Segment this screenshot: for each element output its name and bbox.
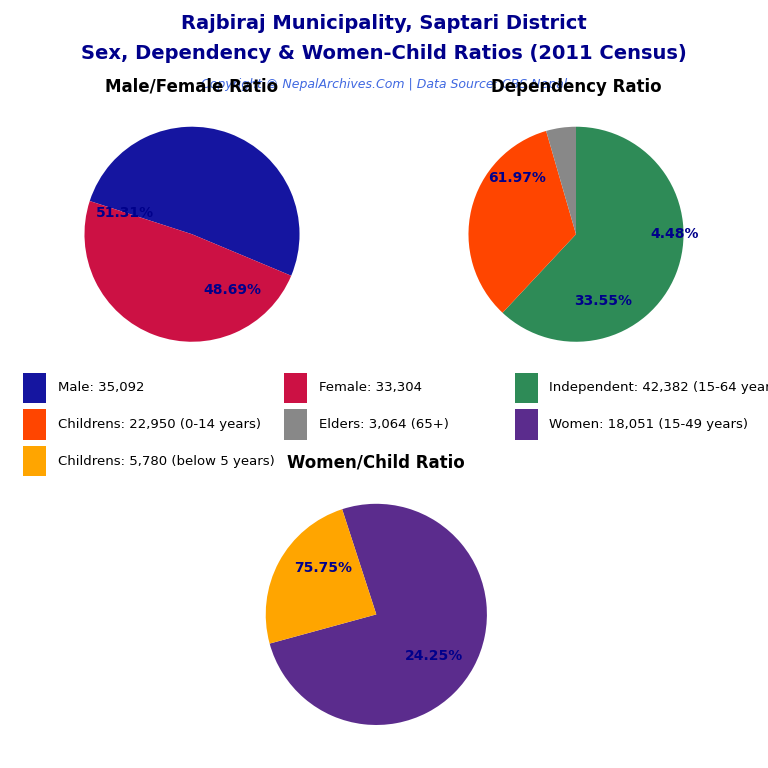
Title: Women/Child Ratio: Women/Child Ratio	[287, 454, 465, 472]
Text: Independent: 42,382 (15-64 years): Independent: 42,382 (15-64 years)	[549, 382, 768, 395]
Text: Male: 35,092: Male: 35,092	[58, 382, 144, 395]
Text: Elders: 3,064 (65+): Elders: 3,064 (65+)	[319, 418, 449, 431]
Wedge shape	[546, 127, 576, 234]
Text: Childrens: 22,950 (0-14 years): Childrens: 22,950 (0-14 years)	[58, 418, 260, 431]
FancyBboxPatch shape	[23, 446, 46, 476]
Wedge shape	[266, 509, 376, 644]
Text: 4.48%: 4.48%	[650, 227, 699, 241]
Title: Male/Female Ratio: Male/Female Ratio	[105, 78, 279, 95]
Text: Women: 18,051 (15-49 years): Women: 18,051 (15-49 years)	[549, 418, 748, 431]
Text: Rajbiraj Municipality, Saptari District: Rajbiraj Municipality, Saptari District	[181, 14, 587, 33]
Text: Copyright © NepalArchives.Com | Data Source: CBS Nepal: Copyright © NepalArchives.Com | Data Sou…	[201, 78, 567, 91]
Title: Dependency Ratio: Dependency Ratio	[491, 78, 661, 95]
Wedge shape	[502, 127, 684, 342]
Text: 33.55%: 33.55%	[574, 294, 632, 308]
Wedge shape	[468, 131, 576, 313]
Text: 75.75%: 75.75%	[294, 561, 353, 575]
FancyBboxPatch shape	[515, 409, 538, 439]
Text: Sex, Dependency & Women-Child Ratios (2011 Census): Sex, Dependency & Women-Child Ratios (20…	[81, 45, 687, 63]
FancyBboxPatch shape	[515, 373, 538, 403]
FancyBboxPatch shape	[23, 373, 46, 403]
Text: 48.69%: 48.69%	[204, 283, 262, 297]
Text: Female: 33,304: Female: 33,304	[319, 382, 422, 395]
Wedge shape	[90, 127, 300, 276]
FancyBboxPatch shape	[284, 409, 307, 439]
Wedge shape	[270, 504, 487, 725]
FancyBboxPatch shape	[284, 373, 307, 403]
Text: 24.25%: 24.25%	[405, 650, 463, 664]
FancyBboxPatch shape	[23, 409, 46, 439]
Text: 51.31%: 51.31%	[96, 206, 154, 220]
Text: 61.97%: 61.97%	[488, 171, 546, 185]
Text: Childrens: 5,780 (below 5 years): Childrens: 5,780 (below 5 years)	[58, 455, 274, 468]
Wedge shape	[84, 201, 291, 342]
